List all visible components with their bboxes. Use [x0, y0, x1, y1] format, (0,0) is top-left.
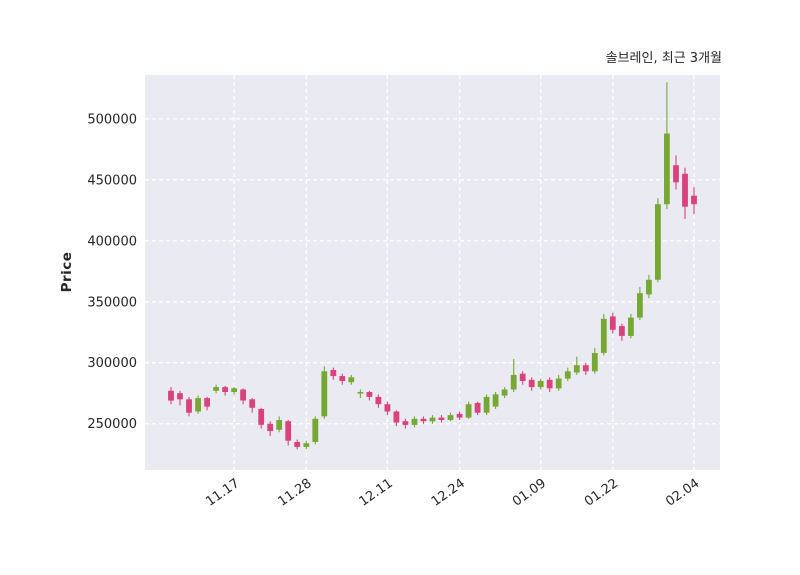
chart-title: 솔브레인, 최근 3개월 [605, 51, 722, 66]
svg-text:12.11: 12.11 [357, 476, 396, 510]
svg-text:11.17: 11.17 [203, 476, 242, 510]
svg-text:02.04: 02.04 [663, 476, 702, 510]
svg-text:450000: 450000 [87, 173, 137, 188]
svg-text:350000: 350000 [87, 295, 137, 310]
svg-text:500000: 500000 [87, 112, 137, 127]
svg-text:400000: 400000 [87, 234, 137, 249]
svg-text:01.09: 01.09 [510, 476, 549, 510]
svg-text:250000: 250000 [87, 417, 137, 432]
y-axis-label: Price [59, 251, 75, 293]
svg-text:300000: 300000 [87, 356, 137, 371]
svg-text:12.24: 12.24 [429, 476, 468, 510]
svg-text:11.28: 11.28 [276, 476, 315, 510]
svg-text:01.22: 01.22 [582, 476, 621, 510]
